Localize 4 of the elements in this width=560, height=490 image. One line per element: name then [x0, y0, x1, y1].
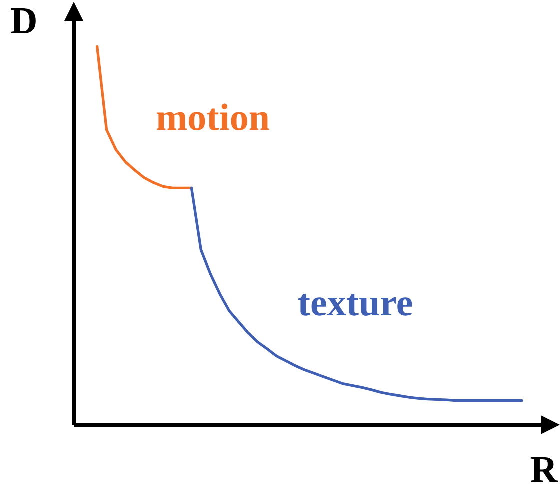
y-axis-title: D [10, 8, 36, 34]
series-label: texture [298, 294, 412, 316]
series-label: motion [157, 104, 270, 131]
x-axis-title: R [530, 457, 558, 482]
